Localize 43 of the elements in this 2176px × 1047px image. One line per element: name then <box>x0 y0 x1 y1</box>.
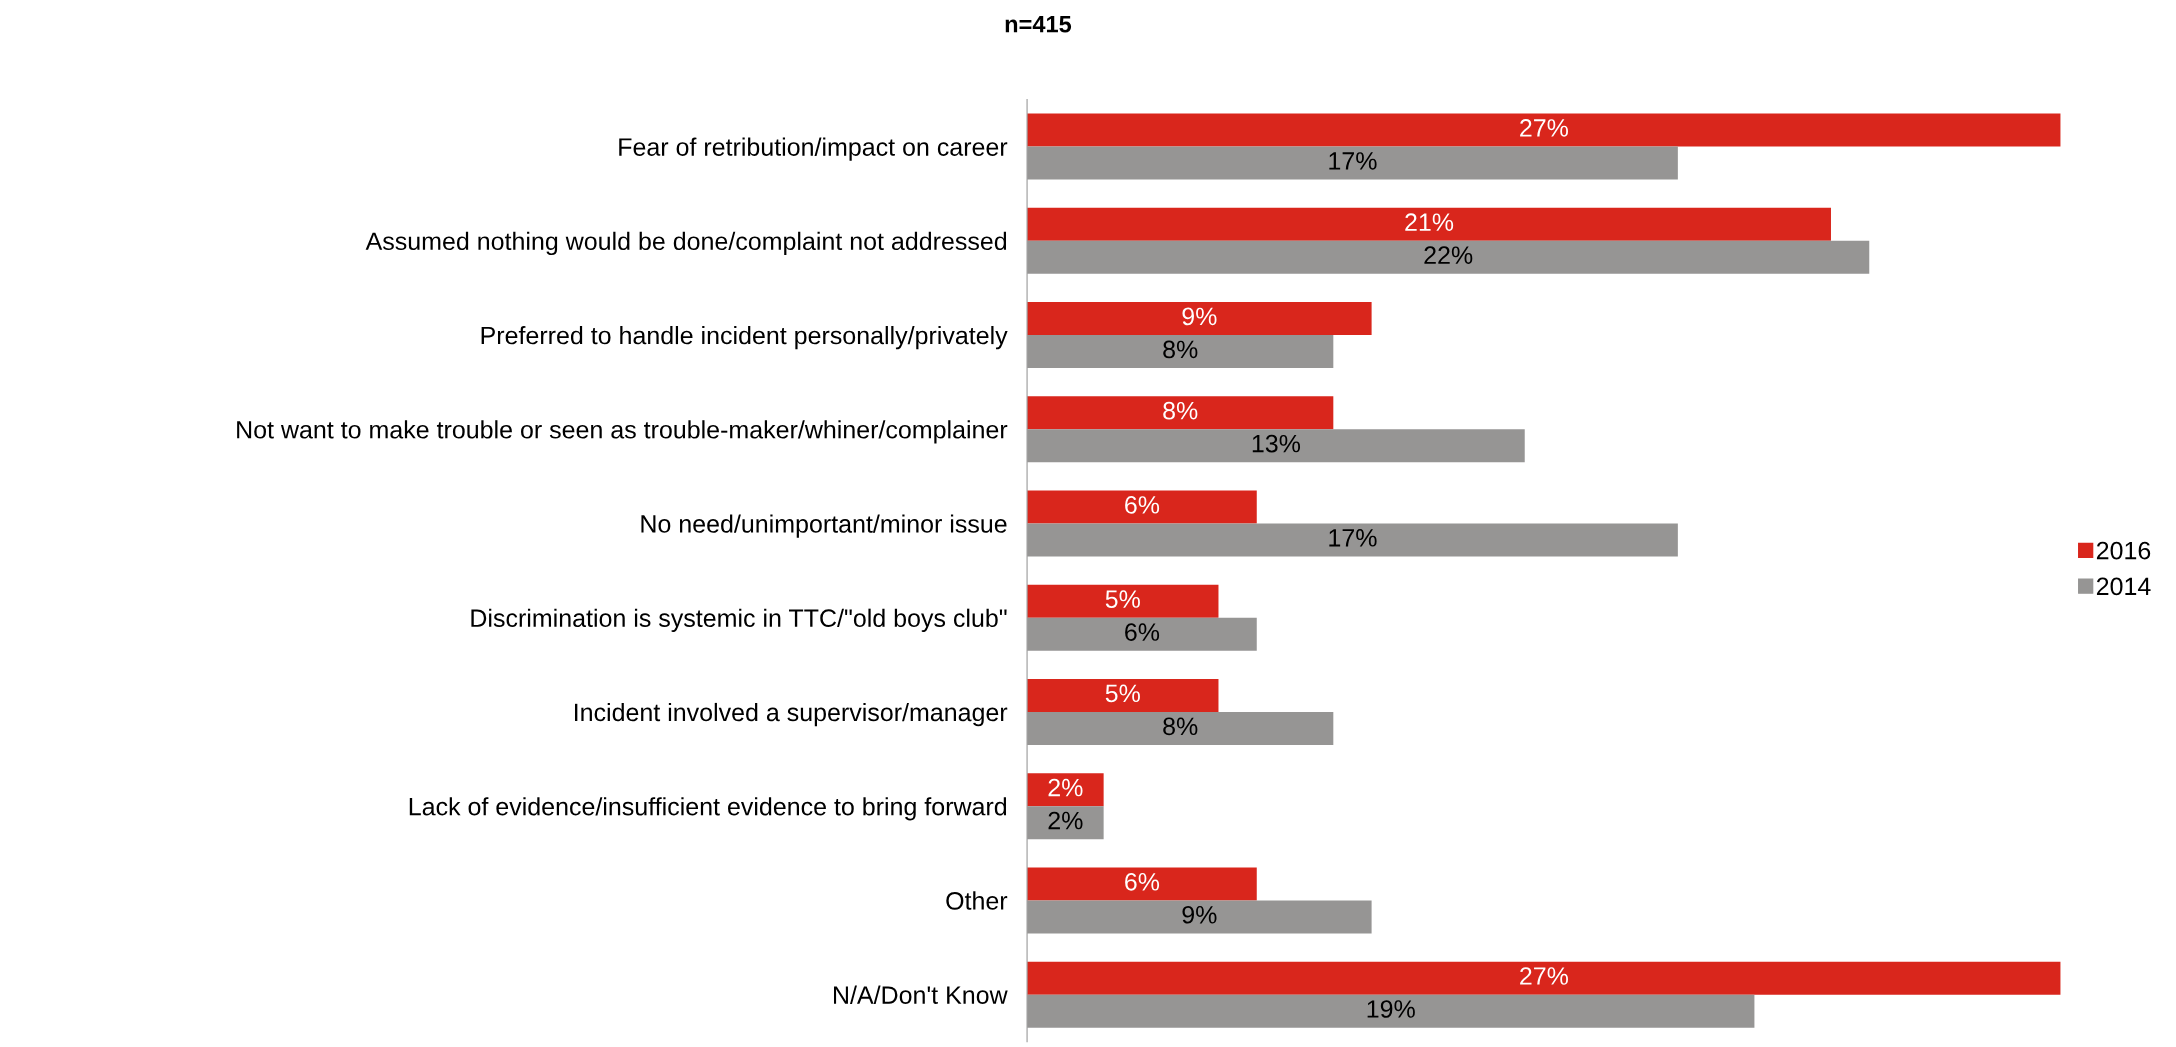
y-tick-label: No need/unimportant/minor issue <box>641 514 1007 538</box>
data-label: 8% <box>1163 340 1198 359</box>
bar <box>1027 961 2061 995</box>
data-label: 19% <box>1367 1000 1415 1018</box>
legend-label: 2016 <box>2096 541 2151 560</box>
y-tick-label: Incident involved a supervisor/manager <box>575 702 1008 727</box>
data-label: 8% <box>1163 401 1198 420</box>
y-tick-label: N/A/Don't Know <box>834 985 1008 1004</box>
chart-title: n=415 <box>1005 16 1072 33</box>
data-label: 8% <box>1163 717 1198 736</box>
data-label: 22% <box>1424 246 1473 264</box>
data-label: 5% <box>1105 684 1140 703</box>
data-label: 2% <box>1048 811 1083 830</box>
data-label: 6% <box>1125 623 1160 641</box>
data-label: 27% <box>1520 119 1568 137</box>
data-label: 5% <box>1105 590 1140 608</box>
y-tick-label: Other <box>946 891 1008 910</box>
bar <box>1027 302 1372 336</box>
data-label: 9% <box>1182 905 1217 924</box>
bar <box>1027 867 1257 901</box>
data-label: 27% <box>1520 967 1568 985</box>
y-tick-label: Fear of retribution/impact on career <box>619 137 1008 161</box>
data-label: 9% <box>1182 307 1217 326</box>
bar <box>1027 584 1219 618</box>
bar <box>1027 678 1219 712</box>
data-label: 21% <box>1405 213 1454 231</box>
data-label: 17% <box>1329 152 1377 170</box>
data-label: 6% <box>1125 496 1160 514</box>
y-tick-label: Discrimination is systemic in TTC/"old boys club" <box>471 608 1007 632</box>
bar <box>1027 113 2061 147</box>
y-tick-label: Assumed nothing would be done/complaint not addressed <box>365 231 1007 256</box>
data-label: 13% <box>1252 434 1301 453</box>
y-tick-label: Lack of evidence/insufficient evidence to bring forward <box>409 797 1007 821</box>
y-tick-label: Not want to make trouble or seen as trouble-maker/whiner/complainer <box>237 420 1008 444</box>
data-label: 6% <box>1125 872 1160 891</box>
data-label: 2% <box>1048 778 1083 797</box>
legend-label: 2014 <box>2096 577 2151 596</box>
bar <box>1027 207 1831 241</box>
y-tick-label: Preferred to handle incident personally/privately <box>481 325 1008 350</box>
data-label: 17% <box>1329 529 1377 547</box>
bar <box>1027 773 1104 807</box>
bar <box>1027 490 1257 524</box>
bar <box>1027 396 1334 430</box>
